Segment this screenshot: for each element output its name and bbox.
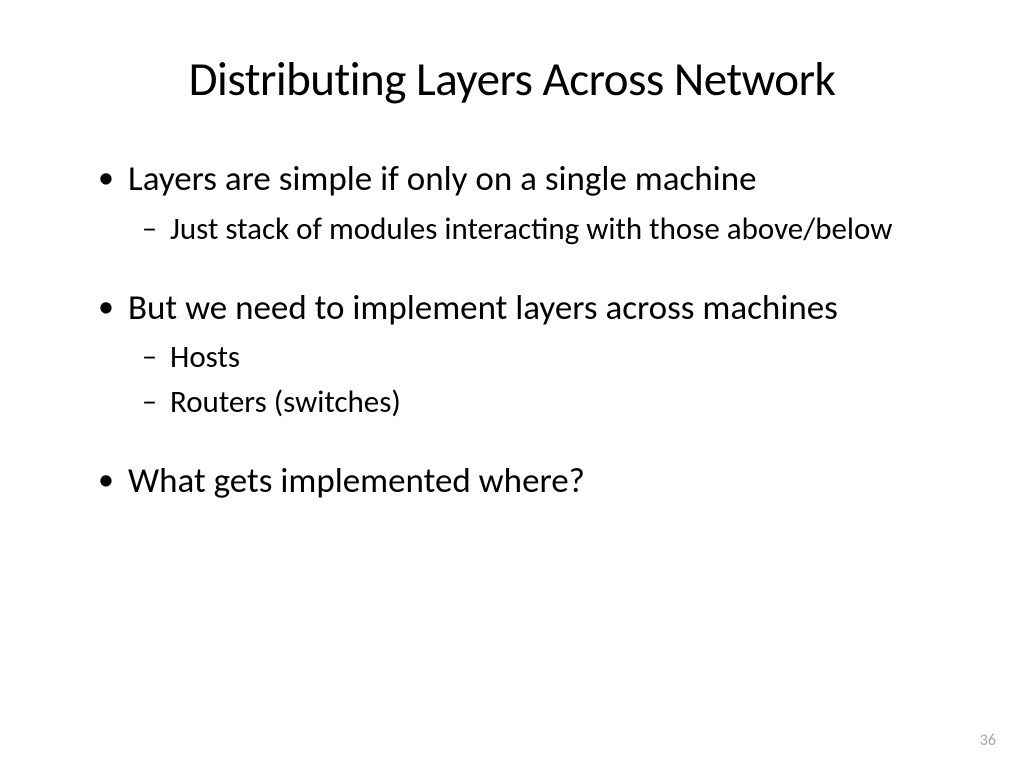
slide-container: Distributing Layers Across Network Layer… [0, 0, 1024, 768]
bullet-item: What gets implemented where? [90, 460, 954, 504]
sub-bullet-list: Just stack of modules interacting with t… [128, 210, 954, 249]
page-number: 36 [980, 731, 996, 750]
sub-bullet-item: Routers (switches) [128, 383, 954, 422]
sub-bullet-item: Just stack of modules interacting with t… [128, 210, 954, 249]
bullet-text: But we need to implement layers across m… [128, 287, 838, 329]
sub-bullet-list: Hosts Routers (switches) [128, 338, 954, 422]
sub-bullet-item: Hosts [128, 338, 954, 377]
slide-title: Distributing Layers Across Network [70, 50, 954, 108]
slide-content: Layers are simple if only on a single ma… [70, 158, 954, 504]
bullet-text: Layers are simple if only on a single ma… [128, 158, 757, 200]
bullet-list: Layers are simple if only on a single ma… [90, 158, 954, 504]
bullet-item: But we need to implement layers across m… [90, 287, 954, 422]
bullet-text: What gets implemented where? [128, 460, 585, 502]
bullet-item: Layers are simple if only on a single ma… [90, 158, 954, 249]
